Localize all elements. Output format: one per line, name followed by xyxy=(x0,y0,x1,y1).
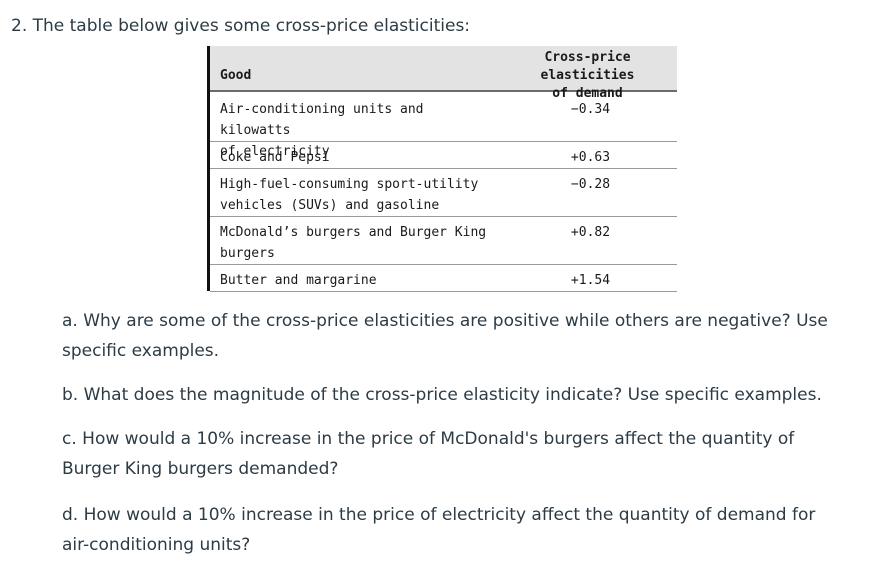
row-elasticity-value: −0.28 xyxy=(570,177,611,192)
column-header-elasticity-line2: of demand xyxy=(552,86,623,101)
row-good: Butter and margarine xyxy=(220,270,490,291)
row-elasticity-value: +1.54 xyxy=(570,273,611,288)
cross-price-elasticity-table: Good Cross-price elasticities of demand … xyxy=(207,46,677,292)
row-good-line1: Air-conditioning units and kilowatts xyxy=(220,102,424,138)
table-row: Coke and Pepsi +0.63 xyxy=(210,142,677,169)
row-good-line1: McDonald’s burgers and Burger King xyxy=(220,225,487,240)
table-header-divider xyxy=(210,90,677,92)
question-part-a-line1: a. Why are some of the cross-price elast… xyxy=(62,311,828,331)
row-good: High-fuel-consuming sport-utility vehicl… xyxy=(220,174,490,216)
row-good: Coke and Pepsi xyxy=(220,147,490,168)
question-part-d-line2: air-conditioning units? xyxy=(62,535,251,555)
row-elasticity-value: +0.63 xyxy=(570,150,611,165)
column-header-good: Good xyxy=(220,68,252,83)
row-good-line2: burgers xyxy=(220,246,275,261)
question-part-d-line1: d. How would a 10% increase in the price… xyxy=(62,505,816,525)
question-part-d: d. How would a 10% increase in the price… xyxy=(62,500,862,560)
question-part-b: b. What does the magnitude of the cross-… xyxy=(62,380,862,410)
column-header-elasticity: Cross-price elasticities of demand xyxy=(505,49,670,103)
column-header-elasticity-line1: Cross-price elasticities xyxy=(540,50,635,83)
row-good-line2: vehicles (SUVs) and gasoline xyxy=(220,198,440,213)
row-good: Air-conditioning units and kilowatts of … xyxy=(220,99,490,162)
question-part-c-line1: c. How would a 10% increase in the price… xyxy=(62,429,795,449)
row-good-line1: High-fuel-consuming sport-utility xyxy=(220,177,479,192)
table-row: McDonald’s burgers and Burger King burge… xyxy=(210,217,677,265)
question-part-c: c. How would a 10% increase in the price… xyxy=(62,424,862,484)
row-good-line1: Butter and margarine xyxy=(220,273,377,288)
table-row: Butter and margarine +1.54 xyxy=(210,265,677,292)
row-elasticity-value: −0.34 xyxy=(570,102,611,117)
question-part-a: a. Why are some of the cross-price elast… xyxy=(62,306,862,366)
question-title: 2. The table below gives some cross-pric… xyxy=(11,16,471,36)
row-good-line1: Coke and Pepsi xyxy=(220,150,330,165)
table-row: High-fuel-consuming sport-utility vehicl… xyxy=(210,169,677,217)
table-header xyxy=(210,46,677,90)
row-elasticity-value: +0.82 xyxy=(570,225,611,240)
row-good: McDonald’s burgers and Burger King burge… xyxy=(220,222,490,264)
question-part-a-line2: specific examples. xyxy=(62,341,220,361)
table-left-border xyxy=(207,46,210,291)
question-part-b-line1: b. What does the magnitude of the cross-… xyxy=(62,385,822,405)
question-part-c-line2: Burger King burgers demanded? xyxy=(62,459,339,479)
row-good-line2: of electricity xyxy=(220,144,330,159)
table-row: Air-conditioning units and kilowatts of … xyxy=(210,94,677,159)
